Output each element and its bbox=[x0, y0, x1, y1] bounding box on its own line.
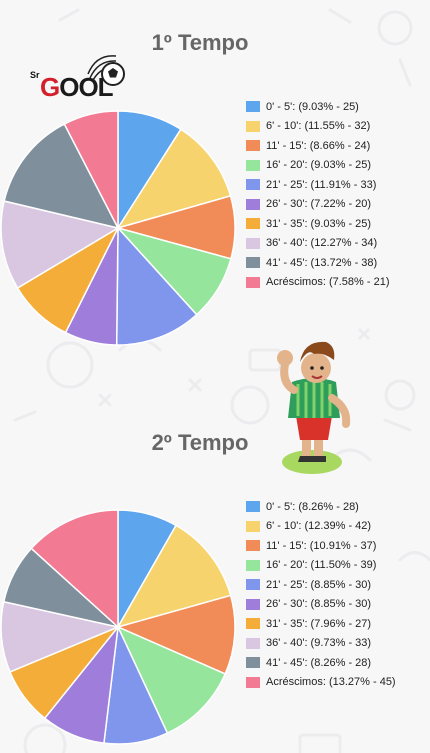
pie-slice[interactable] bbox=[3, 123, 120, 230]
legend-swatch bbox=[246, 598, 260, 610]
legend-item[interactable]: 16' - 20': (9.03% - 25) bbox=[246, 156, 389, 176]
legend-swatch bbox=[246, 101, 260, 113]
legend-item[interactable]: 21' - 25': (8.85% - 30) bbox=[246, 575, 396, 595]
legend-swatch bbox=[246, 637, 260, 649]
pie-slice[interactable] bbox=[0, 200, 120, 290]
legend-item[interactable]: 31' - 35': (9.03% - 25) bbox=[246, 214, 389, 234]
mascot-character-illustration bbox=[277, 341, 351, 474]
legend-item[interactable]: Acréscimos: (7.58% - 21) bbox=[246, 273, 389, 293]
legend-second-half: 0' - 5': (8.26% - 28) 6' - 10': (12.39% -… bbox=[246, 497, 396, 692]
legend-label: 41' - 45': (13.72% - 38) bbox=[266, 256, 378, 269]
pie-slice[interactable] bbox=[116, 625, 227, 735]
legend-swatch bbox=[246, 501, 260, 513]
pie-slice[interactable] bbox=[115, 226, 198, 346]
legend-label: 11' - 15': (10.91% - 37) bbox=[266, 539, 377, 552]
legend-label: 0' - 5': (8.26% - 28) bbox=[266, 500, 359, 513]
legend-item[interactable]: 6' - 10': (11.55% - 32) bbox=[246, 117, 389, 137]
legend-item[interactable]: 11' - 15': (8.66% - 24) bbox=[246, 136, 389, 156]
legend-item[interactable]: 36' - 40': (9.73% - 33) bbox=[246, 634, 396, 654]
legend-swatch bbox=[246, 140, 260, 152]
legend-label: 16' - 20': (9.03% - 25) bbox=[266, 159, 372, 172]
pie-slice[interactable] bbox=[30, 509, 119, 629]
pie-chart-second-half bbox=[0, 509, 236, 745]
legend-label: 31' - 35': (9.03% - 25) bbox=[266, 217, 372, 230]
legend-swatch bbox=[246, 618, 260, 630]
legend-item[interactable]: 6' - 10': (12.39% - 42) bbox=[246, 517, 396, 537]
pie-chart-first-half bbox=[0, 110, 236, 346]
legend-label: 11' - 15': (8.66% - 24) bbox=[266, 139, 371, 152]
logo-wordmark: GOOL bbox=[40, 72, 114, 103]
legend-swatch bbox=[246, 520, 260, 532]
legend-item[interactable]: 11' - 15': (10.91% - 37) bbox=[246, 536, 396, 556]
legend-item[interactable]: 0' - 5': (9.03% - 25) bbox=[246, 97, 389, 117]
legend-label: 21' - 25': (8.85% - 30) bbox=[266, 578, 372, 591]
legend-swatch bbox=[246, 179, 260, 191]
logo-letters-rest: OOL bbox=[59, 72, 113, 102]
logo-prefix: Sr bbox=[30, 70, 40, 80]
legend-swatch bbox=[246, 257, 260, 269]
legend-label: 26' - 30': (7.22% - 20) bbox=[266, 198, 372, 211]
legend-label: Acréscimos: (13.27% - 45) bbox=[266, 676, 396, 689]
legend-label: 21' - 25': (11.91% - 33) bbox=[266, 178, 377, 191]
legend-swatch bbox=[246, 237, 260, 249]
legend-item[interactable]: 26' - 30': (7.22% - 20) bbox=[246, 195, 389, 215]
soccer-ball-icon bbox=[87, 55, 125, 86]
legend-label: 6' - 10': (11.55% - 32) bbox=[266, 120, 371, 133]
legend-label: 26' - 30': (8.85% - 30) bbox=[266, 598, 372, 611]
legend-swatch bbox=[246, 559, 260, 571]
legend-swatch bbox=[246, 540, 260, 552]
legend-swatch bbox=[246, 676, 260, 688]
chart-title-second-half: 2º Tempo bbox=[151, 430, 249, 455]
legend-item[interactable]: Acréscimos: (13.27% - 45) bbox=[246, 673, 396, 693]
legend-swatch bbox=[246, 120, 260, 132]
legend-first-half: 0' - 5': (9.03% - 25) 6' - 10': (11.55% -… bbox=[246, 97, 389, 292]
legend-label: 31' - 35': (7.96% - 27) bbox=[266, 617, 372, 630]
legend-item[interactable]: 41' - 45': (8.26% - 28) bbox=[246, 653, 396, 673]
legend-swatch bbox=[246, 276, 260, 288]
pie-slice[interactable] bbox=[116, 524, 232, 629]
chart-title-first-half: 1º Tempo bbox=[151, 30, 249, 55]
legend-swatch bbox=[246, 198, 260, 210]
pie-slice[interactable] bbox=[63, 110, 119, 229]
legend-swatch bbox=[246, 218, 260, 230]
legend-label: 36' - 40': (12.27% - 34) bbox=[266, 237, 378, 250]
legend-label: 16' - 20': (11.50% - 39) bbox=[266, 559, 377, 572]
legend-label: 36' - 40': (9.73% - 33) bbox=[266, 637, 372, 650]
legend-swatch bbox=[246, 159, 260, 171]
sr-goool-logo: Sr GOOL bbox=[30, 52, 150, 103]
legend-item[interactable]: 0' - 5': (8.26% - 28) bbox=[246, 497, 396, 517]
legend-swatch bbox=[246, 657, 260, 669]
legend-swatch bbox=[246, 579, 260, 591]
logo-letter-g: G bbox=[40, 72, 60, 102]
legend-item[interactable]: 31' - 35': (7.96% - 27) bbox=[246, 614, 396, 634]
legend-item[interactable]: 36' - 40': (12.27% - 34) bbox=[246, 234, 389, 254]
legend-item[interactable]: 41' - 45': (13.72% - 38) bbox=[246, 253, 389, 273]
legend-label: 0' - 5': (9.03% - 25) bbox=[266, 100, 359, 113]
legend-item[interactable]: 26' - 30': (8.85% - 30) bbox=[246, 595, 396, 615]
legend-label: Acréscimos: (7.58% - 21) bbox=[266, 276, 390, 289]
legend-item[interactable]: 16' - 20': (11.50% - 39) bbox=[246, 556, 396, 576]
legend-label: 6' - 10': (12.39% - 42) bbox=[266, 520, 372, 533]
pie-slice[interactable] bbox=[115, 594, 236, 675]
legend-item[interactable]: 21' - 25': (11.91% - 33) bbox=[246, 175, 389, 195]
legend-label: 41' - 45': (8.26% - 28) bbox=[266, 656, 372, 669]
